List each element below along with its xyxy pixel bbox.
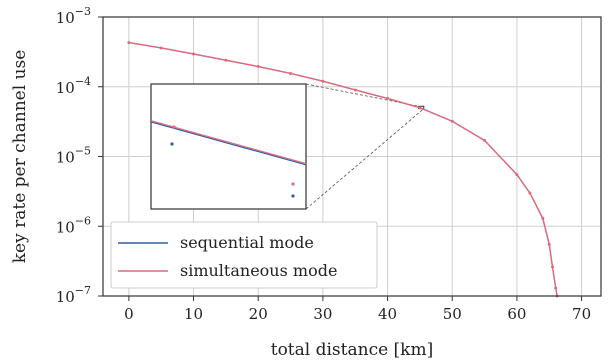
series-point — [547, 242, 551, 246]
series-layer — [127, 41, 559, 298]
y-tick-label: 10−5 — [56, 145, 91, 167]
inset-frame — [150, 83, 307, 210]
y-tick-base: 10 — [56, 218, 75, 236]
series-point — [289, 71, 293, 75]
x-tick-label: 10 — [184, 305, 203, 323]
x-tick-label: 70 — [572, 305, 591, 323]
series-point — [528, 191, 532, 195]
y-tick-label: 10−3 — [56, 5, 91, 27]
inset-point — [170, 142, 174, 146]
series-point — [418, 106, 422, 110]
y-tick-exponent: −7 — [75, 284, 91, 297]
series-point — [256, 65, 260, 69]
inset-point — [291, 182, 295, 186]
x-axis-label: total distance [km] — [271, 340, 434, 360]
x-tick-label: 60 — [507, 305, 526, 323]
y-tick-label: 10−7 — [56, 284, 91, 306]
inset-connector — [305, 108, 425, 210]
series-point — [450, 119, 454, 123]
legend-label: sequential mode — [180, 233, 314, 252]
series-point — [127, 41, 131, 45]
series-point — [321, 79, 325, 83]
legend-label: simultaneous mode — [180, 261, 337, 280]
zoom-inset — [150, 83, 307, 210]
series-point — [515, 173, 519, 177]
x-tick-label: 20 — [249, 305, 268, 323]
y-tick-base: 10 — [56, 288, 75, 306]
y-tick-exponent: −5 — [75, 145, 91, 158]
series-point — [550, 265, 554, 269]
inset-series-line — [150, 120, 307, 165]
y-tick-base: 10 — [56, 79, 75, 97]
series-point — [386, 96, 390, 100]
inset-connectors — [305, 83, 425, 210]
x-tick-label: 30 — [313, 305, 332, 323]
inset-point — [172, 125, 176, 129]
y-tick-base: 10 — [56, 149, 75, 167]
series-point — [192, 52, 196, 56]
y-tick-label: 10−4 — [56, 75, 91, 97]
y-tick-base: 10 — [56, 9, 75, 27]
series-point — [159, 46, 163, 50]
legend: sequential mode simultaneous mode — [110, 221, 378, 289]
series-point — [554, 286, 558, 290]
y-tick-exponent: −4 — [75, 75, 91, 88]
inset-series-line — [150, 121, 307, 166]
series-point — [224, 58, 228, 62]
legend-frame — [110, 221, 378, 289]
series-point — [483, 138, 487, 142]
y-axis-label: key rate per channel use — [10, 50, 30, 264]
x-tick-label: 50 — [443, 305, 462, 323]
series-point — [541, 216, 545, 220]
y-tick-exponent: −3 — [75, 5, 91, 18]
series-point — [353, 88, 357, 92]
x-tick-label: 0 — [124, 305, 134, 323]
y-tick-label: 10−6 — [56, 214, 91, 236]
x-tick-label: 40 — [378, 305, 397, 323]
inset-point — [291, 194, 295, 198]
y-tick-exponent: −6 — [75, 214, 91, 227]
